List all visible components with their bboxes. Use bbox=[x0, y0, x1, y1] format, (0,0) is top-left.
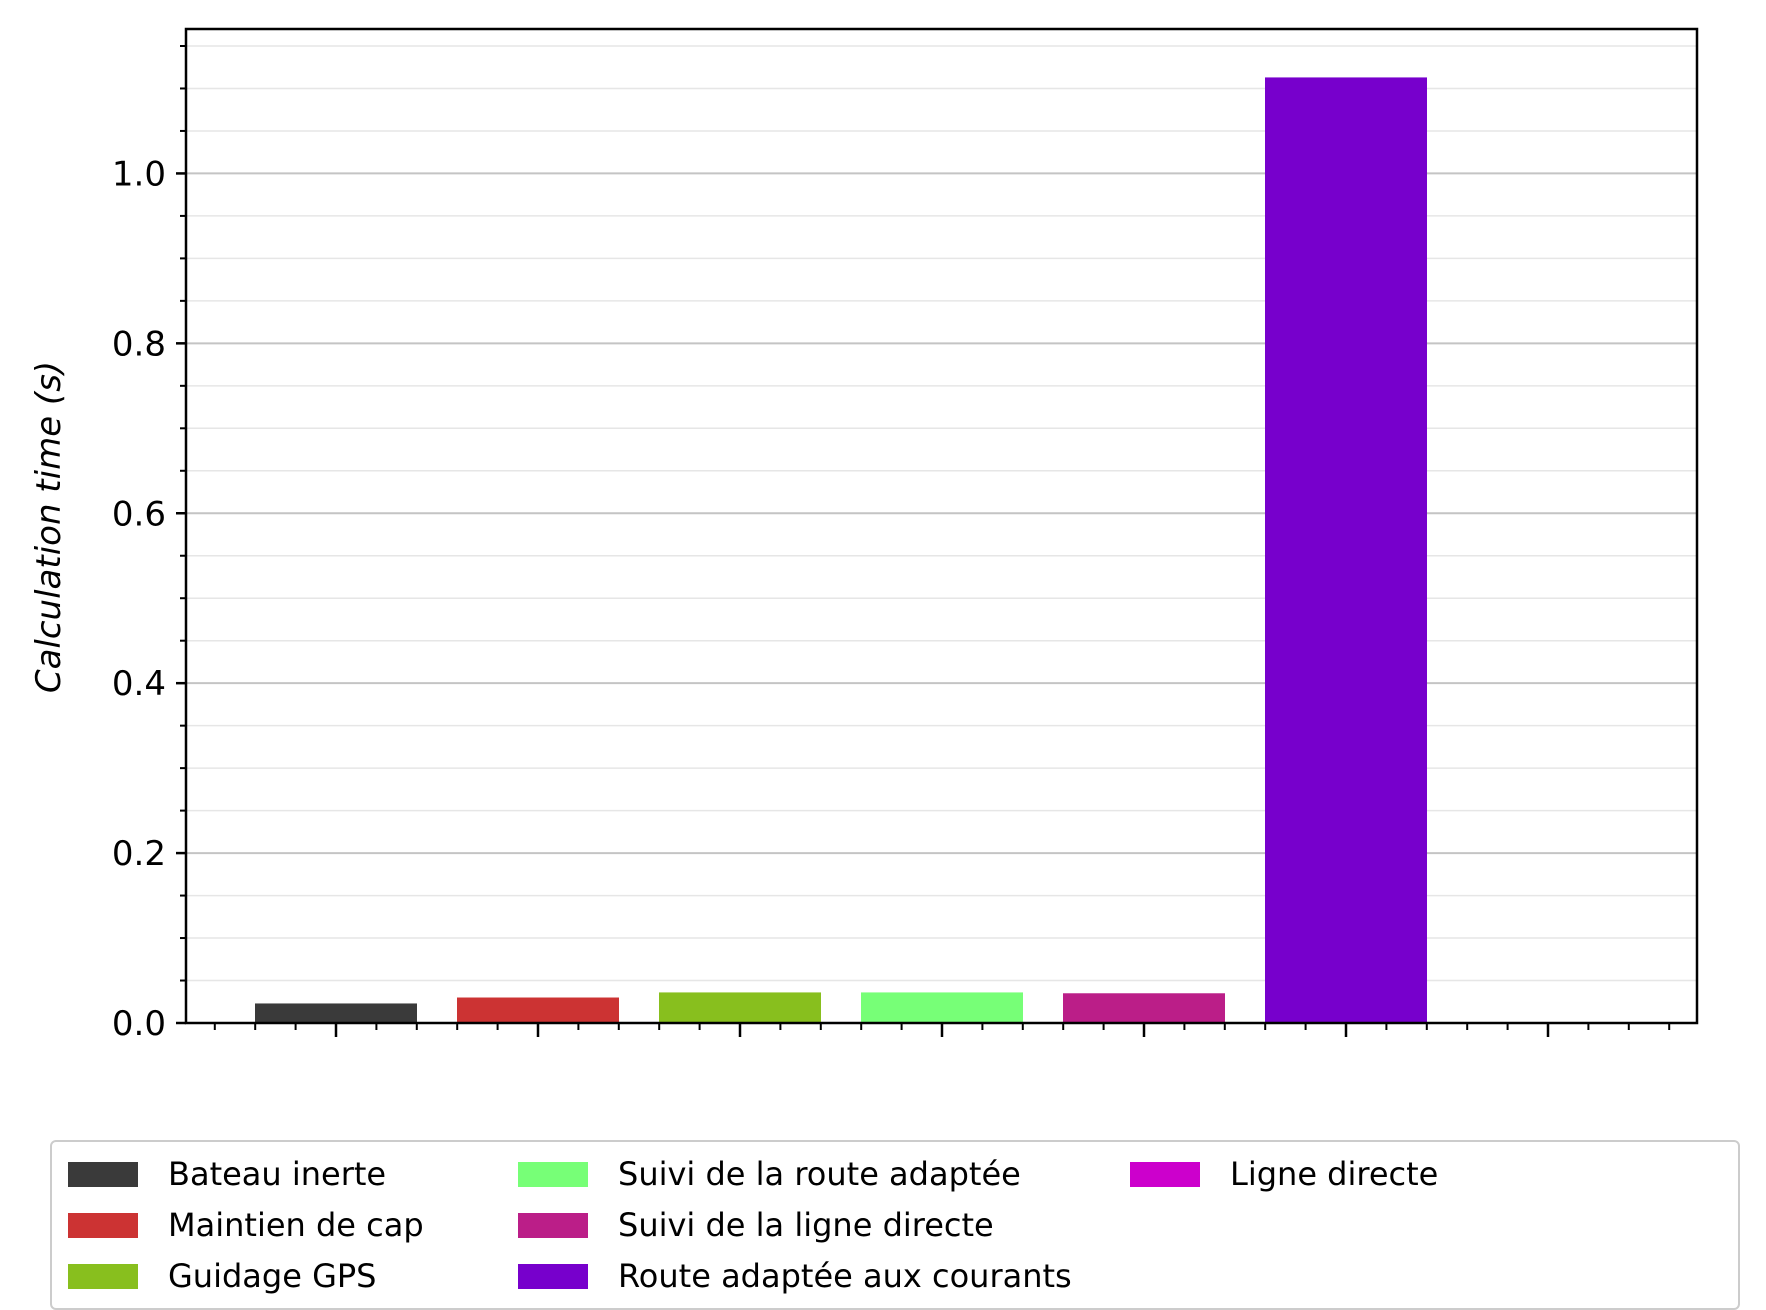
legend-label: Ligne directe bbox=[1230, 1155, 1439, 1193]
legend-swatch bbox=[68, 1212, 138, 1238]
y-tick-label: 0.0 bbox=[112, 1004, 166, 1044]
y-tick-label: 1.0 bbox=[112, 154, 166, 194]
grid-lines bbox=[186, 45, 1697, 982]
bar-3 bbox=[659, 992, 821, 1023]
legend: Bateau inerte Maintien de cap Guidage GPS S… bbox=[50, 1140, 1740, 1310]
legend-item-4: Suivi de la route adaptée bbox=[518, 1154, 1021, 1194]
legend-swatch bbox=[68, 1161, 138, 1187]
y-tick-label: 0.4 bbox=[112, 664, 166, 704]
y-tick-label: 0.6 bbox=[112, 494, 166, 534]
y-tick-label: 0.8 bbox=[112, 324, 166, 364]
y-axis-title: Calculation time (s) bbox=[29, 361, 69, 693]
bar-1 bbox=[255, 1003, 417, 1023]
legend-label: Route adaptée aux courants bbox=[618, 1257, 1072, 1295]
bar-2 bbox=[457, 997, 619, 1023]
legend-label: Suivi de la route adaptée bbox=[618, 1155, 1021, 1193]
legend-swatch bbox=[518, 1263, 588, 1289]
legend-swatch bbox=[68, 1263, 138, 1289]
axes: 0.0 0.2 0.4 0.6 0.8 1.0 bbox=[112, 27, 1699, 1044]
plot-frame bbox=[184, 27, 1699, 1025]
legend-swatch bbox=[1130, 1161, 1200, 1187]
legend-label: Maintien de cap bbox=[168, 1206, 424, 1244]
bars bbox=[255, 77, 1427, 1023]
legend-item-6: Route adaptée aux courants bbox=[518, 1256, 1072, 1296]
legend-item-7: Ligne directe bbox=[1130, 1154, 1438, 1194]
legend-item-1: Bateau inerte bbox=[68, 1154, 386, 1194]
bar-chart: 0.0 0.2 0.4 0.6 0.8 1.0 Calculation time (s) bbox=[29, 27, 1699, 1044]
bar-6 bbox=[1265, 77, 1427, 1023]
bar-5 bbox=[1063, 993, 1225, 1023]
legend-label: Bateau inerte bbox=[168, 1155, 387, 1193]
legend-item-5: Suivi de la ligne directe bbox=[518, 1205, 994, 1245]
bar-4 bbox=[861, 992, 1023, 1023]
legend-item-2: Maintien de cap bbox=[68, 1205, 424, 1245]
legend-item-3: Guidage GPS bbox=[68, 1256, 376, 1296]
y-tick-label: 0.2 bbox=[112, 834, 166, 874]
legend-swatch bbox=[518, 1161, 588, 1187]
legend-label: Guidage GPS bbox=[168, 1257, 377, 1295]
legend-swatch bbox=[518, 1212, 588, 1238]
legend-label: Suivi de la ligne directe bbox=[618, 1206, 994, 1244]
